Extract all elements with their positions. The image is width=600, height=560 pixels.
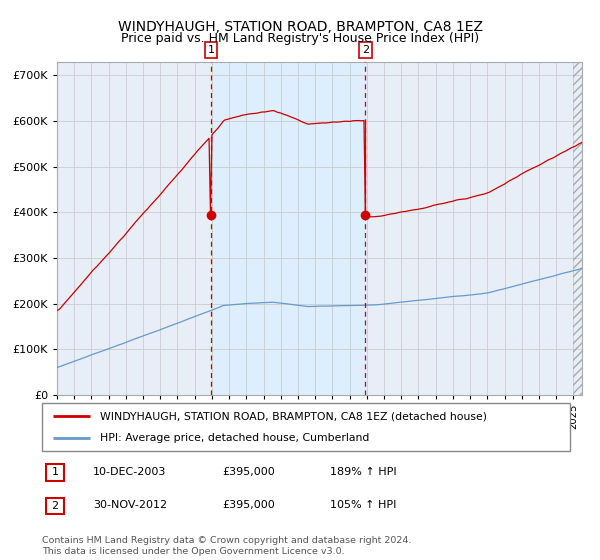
Bar	[211, 62, 365, 395]
FancyBboxPatch shape	[46, 498, 64, 514]
Text: 10-DEC-2003: 10-DEC-2003	[93, 466, 166, 477]
Text: £395,000: £395,000	[222, 466, 275, 477]
Text: 2: 2	[52, 501, 58, 511]
Text: WINDYHAUGH, STATION ROAD, BRAMPTON, CA8 1EZ (detached house): WINDYHAUGH, STATION ROAD, BRAMPTON, CA8 …	[100, 411, 487, 421]
Text: 1: 1	[208, 45, 214, 55]
Text: 1: 1	[52, 468, 58, 477]
Text: Price paid vs. HM Land Registry's House Price Index (HPI): Price paid vs. HM Land Registry's House …	[121, 32, 479, 45]
Text: WINDYHAUGH, STATION ROAD, BRAMPTON, CA8 1EZ: WINDYHAUGH, STATION ROAD, BRAMPTON, CA8 …	[118, 20, 482, 34]
Text: 2: 2	[362, 45, 369, 55]
Text: Contains HM Land Registry data © Crown copyright and database right 2024.
This d: Contains HM Land Registry data © Crown c…	[42, 536, 412, 556]
Bar	[574, 62, 582, 395]
FancyBboxPatch shape	[42, 403, 570, 451]
Text: HPI: Average price, detached house, Cumberland: HPI: Average price, detached house, Cumb…	[100, 433, 370, 443]
Text: £395,000: £395,000	[222, 500, 275, 510]
Text: 105% ↑ HPI: 105% ↑ HPI	[330, 500, 397, 510]
Text: 30-NOV-2012: 30-NOV-2012	[93, 500, 167, 510]
FancyBboxPatch shape	[46, 464, 64, 480]
Bar	[574, 62, 582, 395]
Text: 189% ↑ HPI: 189% ↑ HPI	[330, 466, 397, 477]
